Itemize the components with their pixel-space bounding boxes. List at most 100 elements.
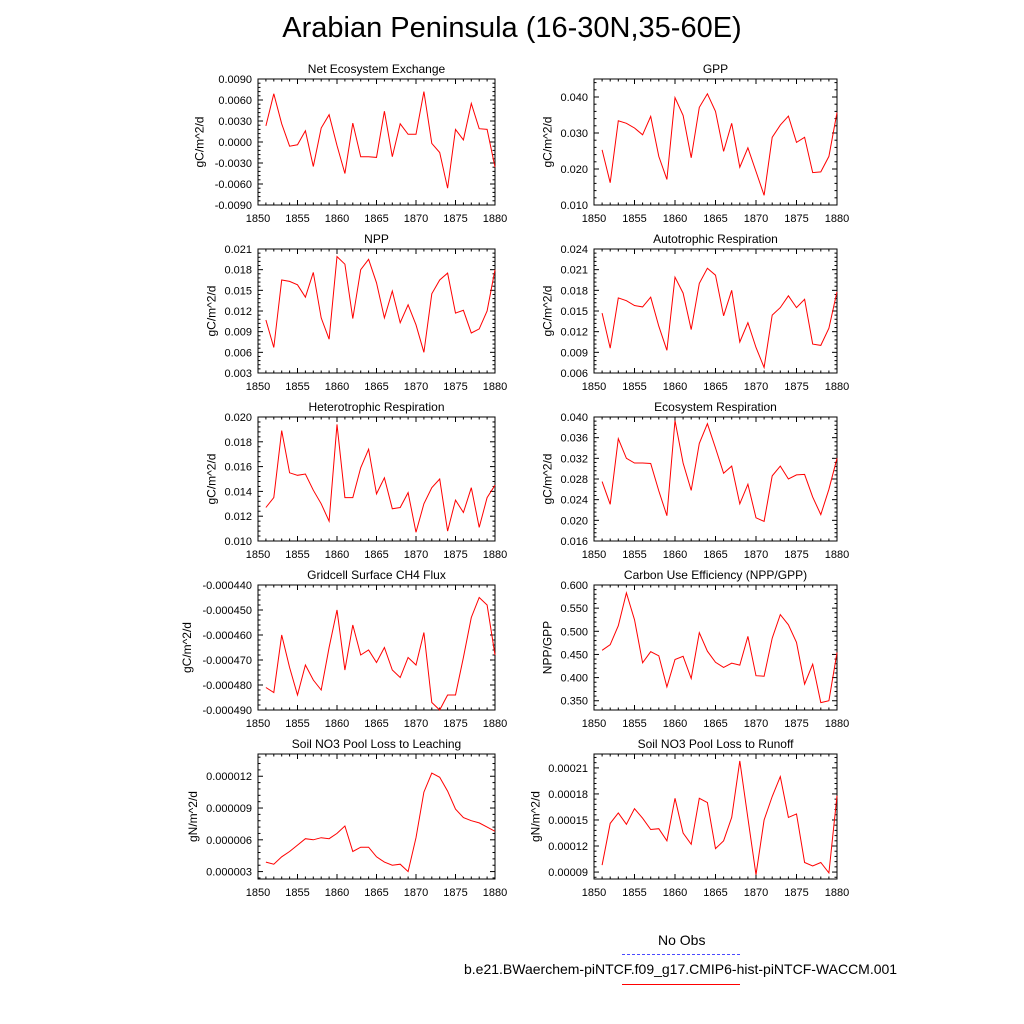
y-tick-label: 0.030 (560, 128, 588, 140)
x-tick-label: 1860 (663, 887, 687, 899)
x-tick-label: 1880 (483, 549, 507, 561)
y-tick-label: 0.012 (560, 327, 588, 339)
x-tick-label: 1860 (663, 213, 687, 225)
x-tick-label: 1880 (825, 381, 849, 393)
series-line (265, 772, 496, 873)
y-axis-label: gC/m^2/d (205, 454, 219, 505)
legend-model-line (622, 984, 740, 985)
y-tick-label: 0.600 (560, 580, 588, 592)
panel-frame (257, 416, 496, 542)
series-line (265, 255, 496, 353)
x-tick-label: 1875 (443, 381, 467, 393)
y-tick-label: -0.000470 (202, 655, 252, 667)
x-tick-label: 1880 (483, 381, 507, 393)
y-tick-label: 0.040 (560, 92, 588, 104)
x-tick-label: 1850 (582, 549, 606, 561)
panel-title: Soil NO3 Pool Loss to Leaching (292, 737, 461, 751)
y-tick-label: 0.400 (560, 673, 588, 685)
y-tick-label: 0.021 (224, 244, 252, 256)
y-tick-label: 0.000006 (206, 835, 252, 847)
panel-frame (593, 584, 838, 711)
x-tick-label: 1855 (622, 718, 646, 730)
x-tick-label: 1850 (246, 549, 270, 561)
panel-title: GPP (703, 62, 728, 76)
x-tick-label: 1870 (404, 381, 428, 393)
x-tick-label: 1865 (703, 213, 727, 225)
series-line (265, 424, 496, 533)
y-tick-label: 0.000003 (206, 867, 252, 879)
y-axis-label: gN/m^2/d (528, 791, 542, 842)
y-tick-label: 0.009 (224, 327, 252, 339)
y-tick-label: -0.0090 (215, 200, 252, 212)
x-tick-label: 1875 (784, 213, 808, 225)
y-tick-label: 0.015 (560, 306, 588, 318)
panel-frame (593, 78, 838, 206)
x-tick-label: 1865 (364, 887, 388, 899)
legend-obs-label: No Obs (658, 932, 706, 948)
y-tick-label: 0.020 (560, 164, 588, 176)
y-axis-label: gN/m^2/d (186, 791, 200, 842)
x-tick-label: 1855 (622, 549, 646, 561)
y-tick-label: -0.000440 (202, 580, 252, 592)
panel-frame (593, 416, 838, 542)
x-tick-label: 1880 (825, 213, 849, 225)
y-axis-label: gC/m^2/d (205, 286, 219, 337)
series-line (265, 91, 496, 189)
x-tick-label: 1855 (285, 549, 309, 561)
panel-frame (257, 584, 496, 711)
x-tick-label: 1865 (364, 381, 388, 393)
y-tick-label: 0.00021 (548, 763, 588, 775)
x-tick-label: 1875 (784, 549, 808, 561)
y-tick-label: 0.0030 (218, 116, 252, 128)
y-tick-label: 0.009 (560, 347, 588, 359)
x-tick-label: 1880 (483, 718, 507, 730)
x-tick-label: 1880 (825, 887, 849, 899)
x-tick-label: 1870 (744, 718, 768, 730)
series-line (601, 267, 838, 370)
panel-title: Ecosystem Respiration (654, 400, 777, 414)
x-tick-label: 1870 (744, 549, 768, 561)
y-tick-label: -0.000480 (202, 680, 252, 692)
y-tick-label: -0.000460 (202, 630, 252, 642)
y-tick-label: 0.450 (560, 649, 588, 661)
x-tick-label: 1855 (622, 213, 646, 225)
y-tick-label: 0.00012 (548, 841, 588, 853)
page-title: Arabian Peninsula (16-30N,35-60E) (282, 12, 742, 44)
y-tick-label: 0.500 (560, 626, 588, 638)
y-tick-label: 0.006 (560, 368, 588, 380)
x-tick-label: 1860 (325, 718, 349, 730)
x-tick-label: 1880 (483, 887, 507, 899)
y-tick-label: 0.016 (560, 536, 588, 548)
x-tick-label: 1870 (404, 718, 428, 730)
x-tick-label: 1875 (784, 887, 808, 899)
x-tick-label: 1865 (364, 213, 388, 225)
x-tick-label: 1855 (622, 887, 646, 899)
series-line (601, 760, 838, 875)
series-line (601, 92, 838, 196)
x-tick-label: 1875 (443, 213, 467, 225)
x-tick-label: 1865 (703, 718, 727, 730)
y-tick-label: 0.006 (224, 347, 252, 359)
x-tick-label: 1870 (744, 381, 768, 393)
x-tick-label: 1850 (582, 381, 606, 393)
legend-obs-line (622, 954, 740, 955)
panel-title: NPP (364, 232, 389, 246)
x-tick-label: 1860 (663, 718, 687, 730)
y-tick-label: 0.0000 (218, 137, 252, 149)
panel-title: Autotrophic Respiration (653, 232, 778, 246)
x-tick-label: 1875 (443, 718, 467, 730)
y-tick-label: 0.018 (224, 437, 252, 449)
y-tick-label: 0.00009 (548, 867, 588, 879)
x-tick-label: 1880 (825, 549, 849, 561)
y-tick-label: 0.350 (560, 696, 588, 708)
panel-frame (593, 248, 838, 374)
y-tick-label: 0.550 (560, 603, 588, 615)
series-line (601, 591, 838, 704)
panel-title: Carbon Use Efficiency (NPP/GPP) (624, 568, 807, 582)
y-tick-label: 0.0060 (218, 95, 252, 107)
x-tick-label: 1850 (246, 887, 270, 899)
y-tick-label: 0.000012 (206, 771, 252, 783)
series-line (265, 596, 496, 711)
x-tick-label: 1850 (582, 887, 606, 899)
